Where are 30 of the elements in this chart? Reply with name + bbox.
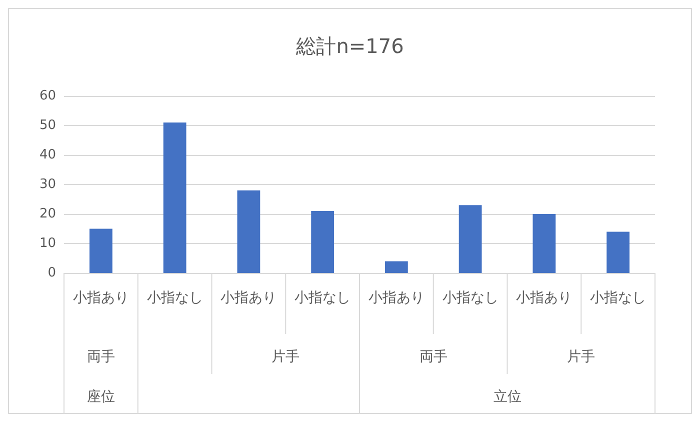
text: 立位 bbox=[493, 389, 522, 405]
text: 片手 bbox=[272, 349, 300, 365]
bar bbox=[532, 214, 556, 273]
text: 座位 bbox=[86, 389, 115, 405]
bar bbox=[89, 228, 112, 273]
x-tick-label: 小指なし bbox=[442, 290, 498, 306]
bar bbox=[458, 205, 482, 273]
bar bbox=[311, 211, 334, 273]
y-tick-label: 10 bbox=[39, 236, 56, 251]
x-tick-label: 小指あり bbox=[368, 290, 424, 306]
bar bbox=[237, 190, 260, 273]
bar bbox=[163, 122, 186, 273]
x-tick-label: 小指あり bbox=[516, 290, 572, 306]
chart-title: 総計n=176 bbox=[295, 34, 404, 58]
x-tick-label: 小指なし bbox=[146, 290, 203, 306]
bar bbox=[384, 261, 408, 273]
bar bbox=[606, 232, 630, 273]
x-tick-label: 小指なし bbox=[294, 290, 351, 306]
y-tick-label: 20 bbox=[39, 206, 56, 222]
x-tick-label: 小指あり bbox=[220, 290, 277, 306]
y-tick-label: 40 bbox=[39, 148, 56, 162]
y-tick-label: 0 bbox=[48, 266, 56, 280]
text: 両手 bbox=[86, 349, 115, 365]
y-tick-label: 30 bbox=[39, 177, 56, 192]
text: 片手 bbox=[567, 349, 596, 365]
text: 両手 bbox=[419, 349, 448, 365]
y-tick-label: 60 bbox=[39, 88, 56, 104]
x-tick-label: 小指あり bbox=[72, 290, 129, 306]
x-tick-label: 小指なし bbox=[590, 290, 646, 306]
y-tick-label: 50 bbox=[39, 118, 56, 133]
